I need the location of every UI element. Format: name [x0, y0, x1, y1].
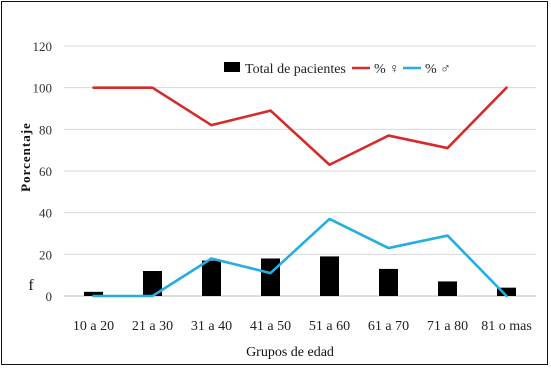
bar [84, 291, 103, 296]
x-tick-labels: 10 a 20 21 a 30 31 a 40 41 a 50 51 a 60 61 a … [73, 319, 532, 334]
series-line-2 [92, 217, 508, 298]
y-tick-label: 120 [33, 39, 53, 54]
y-tick-label: 60 [39, 164, 52, 179]
x-axis-label: Grupos de edad [246, 345, 334, 360]
legend: Total de pacientes % ♀ % ♂ [224, 62, 451, 77]
x-tick-label: 51 a 60 [309, 319, 350, 334]
legend-label-male: % ♂ [425, 62, 451, 77]
y-tick-label: 40 [39, 206, 52, 221]
y-tick-label: 100 [33, 81, 53, 96]
x-tick-label: 81 o mas [481, 319, 532, 334]
y-axis-label: Porcentaje [18, 122, 33, 192]
x-tick-label: 41 a 50 [250, 319, 291, 334]
gridlines [64, 45, 536, 297]
x-tick-label: 61 a 70 [368, 319, 409, 334]
f-axis-label: f [28, 277, 34, 294]
legend-swatch-total [224, 62, 240, 72]
y-tick-label: 0 [46, 289, 53, 304]
bar [320, 256, 339, 296]
bar [202, 260, 221, 296]
bar [143, 271, 162, 296]
legend-label-female: % ♀ [374, 62, 400, 77]
x-tick-label: 71 a 80 [427, 319, 468, 334]
y-tick-label: 20 [39, 247, 52, 262]
bar [438, 281, 457, 296]
bars [84, 256, 516, 296]
bar [497, 287, 516, 296]
x-tick-label: 10 a 20 [73, 319, 114, 334]
series-line-1 [92, 86, 508, 167]
lines [92, 86, 508, 298]
legend-label-total: Total de pacientes [245, 62, 346, 77]
y-tick-label: 80 [39, 122, 52, 137]
y-tick-labels: 0 20 40 60 80 100 120 [33, 39, 53, 304]
bar [379, 268, 398, 296]
x-tick-label: 31 a 40 [191, 319, 232, 334]
x-tick-label: 21 a 30 [132, 319, 173, 334]
bar [261, 258, 280, 296]
